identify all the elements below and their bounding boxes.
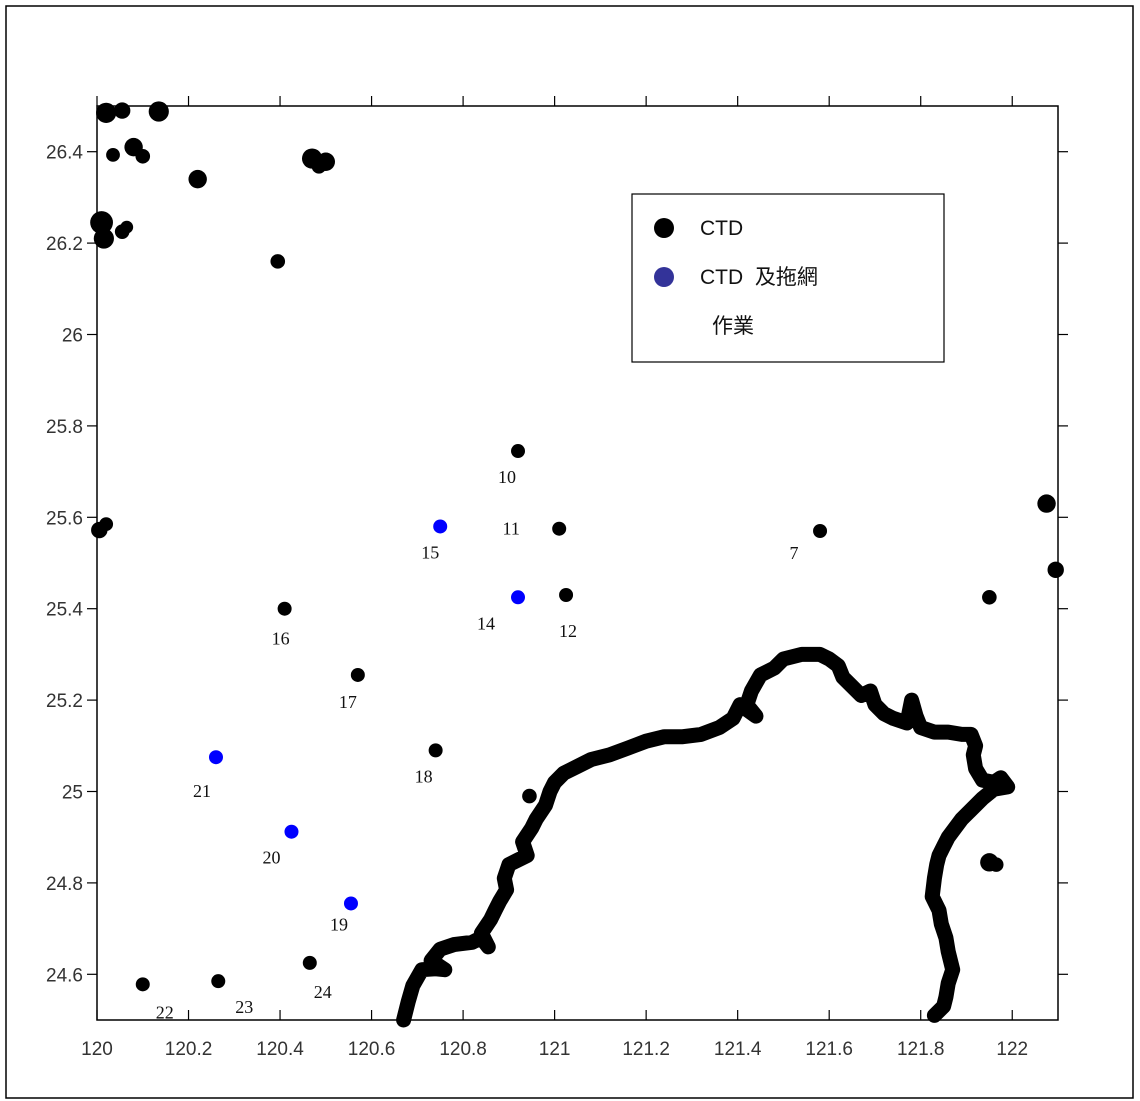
island-marker	[99, 517, 114, 532]
x-tick-label: 120.2	[165, 1039, 213, 1060]
ctd-station-marker	[135, 977, 150, 992]
y-tick-label: 25	[62, 783, 83, 804]
x-tick-labels: 120 120.2 120.4 120.6 120.8 121 121.2 121.4 121.…	[81, 1039, 1028, 1060]
island-marker	[982, 589, 997, 605]
station-label: 11	[503, 519, 520, 539]
station-label: 14	[477, 613, 495, 633]
station-label: 20	[262, 848, 280, 868]
ctd-station-marker	[211, 974, 226, 989]
ctd-trawl-station-marker	[343, 896, 358, 911]
legend-ctd-label: CTD	[700, 217, 743, 240]
x-tick-label: 121.4	[714, 1039, 762, 1060]
coastline	[396, 646, 1016, 1028]
axis-ticks	[87, 96, 1068, 1020]
legend-ctd-trawl-marker	[654, 267, 674, 287]
island-marker	[90, 211, 113, 234]
island-marker	[188, 169, 207, 189]
x-tick-label: 120.6	[348, 1039, 396, 1060]
station-label: 16	[272, 629, 290, 649]
ctd-station-marker	[511, 444, 526, 459]
ctd-station-marker	[559, 587, 574, 602]
island-marker	[148, 101, 169, 122]
station-label: 19	[330, 914, 348, 934]
station-label: 17	[339, 692, 357, 712]
ctd-station-marker	[277, 601, 292, 616]
legend-box	[631, 193, 945, 363]
x-tick-label: 120.8	[439, 1039, 487, 1060]
coastline-path	[396, 646, 1016, 1028]
outer-frame	[5, 5, 1134, 1099]
station-label: 18	[415, 766, 433, 786]
legend-ctd-trawl-label-line2: 作業	[712, 315, 754, 338]
y-tick-labels: 24.6 24.8 25 25.2 25.4 25.6 25.8 26 26.2 26.4	[46, 143, 83, 987]
y-tick-label: 25.6	[46, 508, 83, 529]
ctd-station-marker	[552, 521, 567, 536]
station-label: 22	[156, 1002, 174, 1022]
island-marker	[988, 857, 1004, 872]
ctd-station-marker	[428, 743, 443, 758]
x-tick-label: 121.2	[622, 1039, 670, 1060]
island-marker	[93, 228, 114, 249]
ctd-trawl-station-marker	[284, 824, 299, 839]
y-tick-label: 25.8	[46, 417, 83, 438]
station-label: 15	[421, 542, 439, 562]
station-label: 7	[790, 543, 799, 563]
island-marker	[522, 788, 537, 804]
x-tick-label: 122	[996, 1039, 1028, 1060]
station-label: 23	[235, 997, 253, 1017]
island-marker	[113, 102, 131, 119]
legend-ctd-trawl-label: CTD 及拖網	[700, 266, 818, 289]
legend: CTD CTD 及拖網 作業	[631, 193, 945, 363]
y-tick-label: 26.4	[46, 143, 83, 164]
x-tick-label: 120.4	[256, 1039, 304, 1060]
island-marker	[106, 147, 120, 162]
island-marker	[270, 254, 286, 269]
station-label: 10	[498, 467, 516, 487]
islands	[90, 101, 1064, 872]
ctd-trawl-station-marker	[208, 750, 223, 765]
island-marker	[1037, 494, 1056, 513]
island-marker	[135, 148, 151, 164]
y-tick-label: 24.6	[46, 965, 83, 986]
ctd-station-marker	[813, 524, 828, 539]
x-tick-label: 121	[539, 1039, 571, 1060]
y-tick-label: 26.2	[46, 234, 83, 255]
station-label: 12	[559, 621, 577, 641]
ctd-station-marker	[302, 955, 317, 970]
ctd-trawl-station-marker	[511, 590, 526, 605]
stations: 7 10 11 12 16 17 18 22 23 24 14 15 19 20 21	[135, 444, 828, 1022]
x-tick-label: 121.8	[897, 1039, 945, 1060]
island-marker	[311, 159, 327, 174]
island-marker	[1047, 561, 1064, 579]
y-tick-label: 26	[62, 326, 83, 347]
island-marker	[96, 102, 117, 123]
x-tick-label: 121.6	[805, 1039, 853, 1060]
island-marker	[120, 220, 134, 234]
ctd-trawl-station-marker	[433, 519, 448, 534]
y-tick-label: 25.2	[46, 691, 83, 712]
ctd-station-marker	[350, 667, 365, 682]
y-tick-label: 25.4	[46, 600, 83, 621]
station-label: 21	[193, 781, 211, 801]
station-label: 24	[314, 982, 332, 1002]
x-tick-label: 120	[81, 1039, 113, 1060]
y-tick-label: 24.8	[46, 874, 83, 895]
legend-ctd-marker	[654, 218, 674, 238]
